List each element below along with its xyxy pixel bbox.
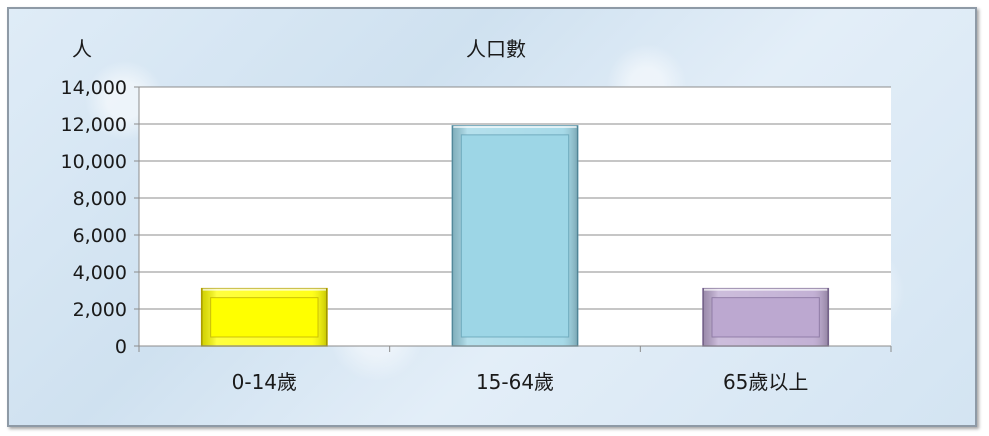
y-axis-label: 人 [72, 37, 92, 61]
chart-title: 人口數 [466, 37, 526, 61]
x-tick-label: 15-64歲 [476, 370, 554, 394]
bar-15-64歲 [451, 125, 579, 347]
bar-inner-bevel [460, 134, 570, 338]
bars [200, 125, 830, 347]
bar-65歲以上 [702, 287, 830, 347]
y-tick-label: 4,000 [73, 262, 127, 284]
bar-inner-bevel [210, 297, 319, 338]
x-tick-label: 0-14歲 [232, 370, 297, 394]
y-tick-label: 8,000 [73, 188, 127, 210]
y-tick-label: 6,000 [73, 225, 127, 247]
y-tick-label: 14,000 [61, 77, 127, 99]
y-tick-label: 2,000 [73, 299, 127, 321]
y-tick-label: 0 [115, 336, 127, 358]
y-axis-ticks: 0 2,000 4,000 6,000 8,000 10,000 12,000 14,000 [61, 77, 139, 358]
x-tick-label: 65歲以上 [723, 370, 808, 394]
x-axis-ticks: 0-14歲 15-64歲 65歲以上 [138, 345, 892, 394]
y-tick-label: 10,000 [61, 151, 127, 173]
bar-inner-bevel [711, 297, 820, 338]
bar-0-14歲 [200, 287, 328, 347]
y-tick-label: 12,000 [61, 114, 127, 136]
